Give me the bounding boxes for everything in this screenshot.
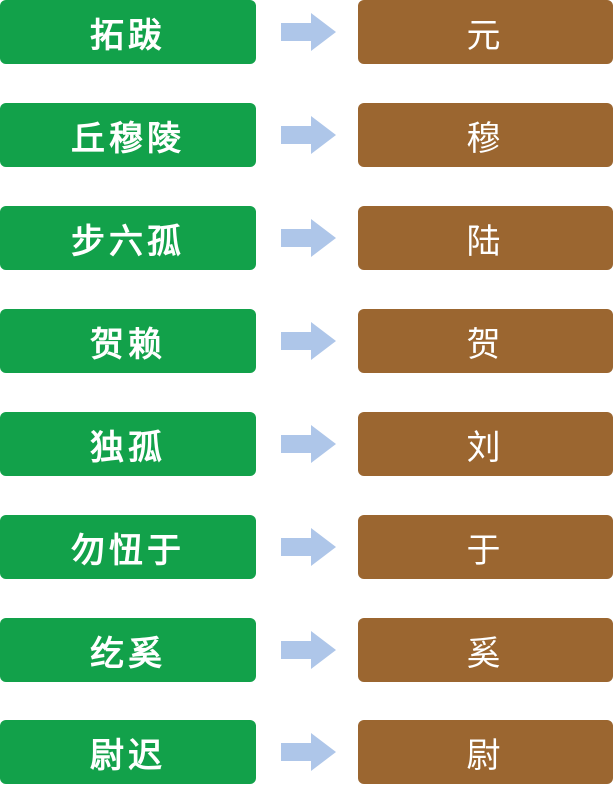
right-arrow-icon (281, 631, 336, 669)
right-arrow-icon (281, 322, 336, 360)
mapping-row-5: 独孤 刘 (0, 412, 615, 476)
target-surname-box: 于 (358, 515, 613, 579)
source-surname-box: 尉迟 (0, 720, 256, 784)
target-surname-box: 元 (358, 0, 613, 64)
source-surname-box: 步六孤 (0, 206, 256, 270)
source-surname-box: 勿忸于 (0, 515, 256, 579)
right-arrow-icon (281, 219, 336, 257)
mapping-row-7: 纥奚 奚 (0, 618, 615, 682)
mapping-row-6: 勿忸于 于 (0, 515, 615, 579)
target-surname-box: 贺 (358, 309, 613, 373)
source-surname-box: 丘穆陵 (0, 103, 256, 167)
right-arrow-icon (281, 13, 336, 51)
right-arrow-icon (281, 116, 336, 154)
mapping-row-8: 尉迟 尉 (0, 720, 615, 784)
right-arrow-icon (281, 733, 336, 771)
target-surname-box: 陆 (358, 206, 613, 270)
mapping-row-4: 贺赖 贺 (0, 309, 615, 373)
source-surname-box: 贺赖 (0, 309, 256, 373)
mapping-row-3: 步六孤 陆 (0, 206, 615, 270)
mapping-row-2: 丘穆陵 穆 (0, 103, 615, 167)
mapping-row-1: 拓跋 元 (0, 0, 615, 64)
target-surname-box: 穆 (358, 103, 613, 167)
target-surname-box: 尉 (358, 720, 613, 784)
source-surname-box: 独孤 (0, 412, 256, 476)
source-surname-box: 拓跋 (0, 0, 256, 64)
source-surname-box: 纥奚 (0, 618, 256, 682)
right-arrow-icon (281, 528, 336, 566)
right-arrow-icon (281, 425, 336, 463)
target-surname-box: 奚 (358, 618, 613, 682)
target-surname-box: 刘 (358, 412, 613, 476)
